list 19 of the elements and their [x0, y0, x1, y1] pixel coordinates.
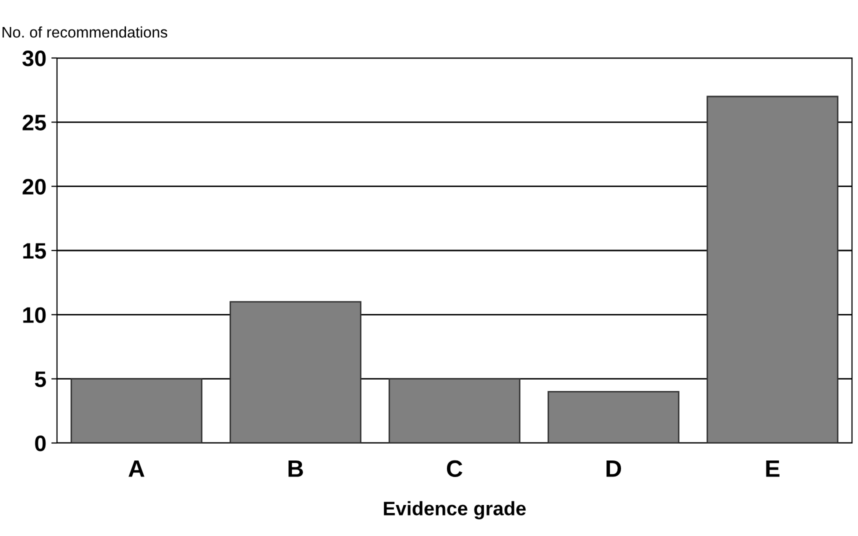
bar	[70, 378, 202, 443]
x-tick-label: D	[606, 460, 622, 477]
y-tick-label: 15	[23, 243, 46, 259]
y-tick-label: 25	[22, 114, 46, 130]
bar	[388, 378, 520, 443]
bar	[706, 96, 838, 443]
x-tick-label: C	[446, 460, 462, 478]
y-tick-label: 30	[22, 50, 46, 66]
y-axis-title: No. of recommendations	[2, 26, 168, 38]
y-tick-label: 5	[34, 372, 46, 388]
bar	[548, 390, 680, 443]
y-tick-label: 0	[35, 436, 46, 452]
bar	[230, 301, 362, 443]
y-tick-label: 10	[23, 307, 46, 323]
x-tick-label: A	[128, 460, 144, 477]
y-tick-label: 20	[22, 178, 46, 195]
x-tick-label: E	[766, 460, 780, 477]
x-axis-title: Evidence grade	[384, 501, 526, 520]
x-tick-label: B	[288, 460, 303, 477]
